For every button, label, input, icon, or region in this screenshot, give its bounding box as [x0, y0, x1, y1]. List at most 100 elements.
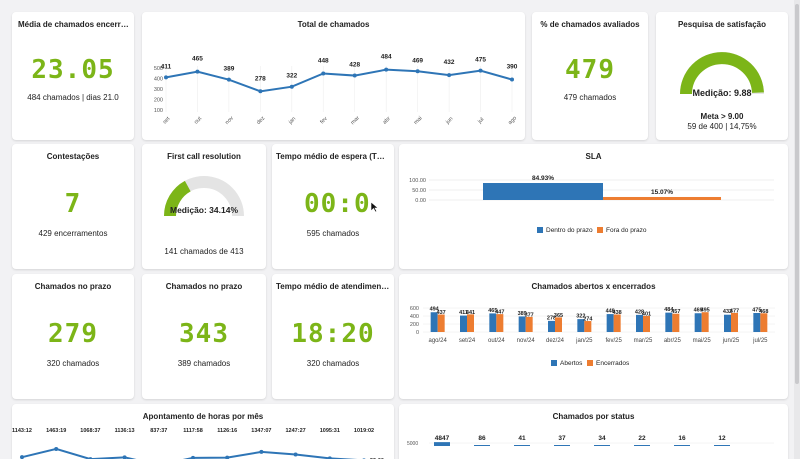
gauge-fill: [680, 52, 764, 95]
card-title: Chamados por status: [552, 412, 635, 421]
data-label: 441: [466, 310, 475, 316]
data-label: 16: [678, 435, 686, 442]
gauge-fill: [164, 180, 191, 217]
card-title: Contestações: [46, 152, 100, 161]
x-tick-label: abr: [382, 116, 392, 126]
data-label: 1347:07: [251, 428, 271, 434]
kpi-value: 479: [565, 55, 615, 85]
scrollbar-thumb[interactable]: [795, 4, 799, 384]
x-tick-label: mai: [413, 115, 424, 126]
card-first-call-resolution[interactable]: First call resolution Medição: 34.14% 14…: [142, 144, 266, 269]
data-label: 465: [192, 56, 203, 63]
y-tick-label: 0.00: [415, 198, 426, 204]
data-point: [384, 67, 389, 72]
x-tick-label: mar/25: [634, 338, 653, 344]
data-label: 1136:13: [115, 428, 135, 434]
kpi-subtitle: 595 chamados: [306, 229, 360, 238]
legend-swatch: [537, 227, 543, 233]
data-label: 377: [525, 312, 534, 318]
x-tick-label: mar: [350, 115, 361, 126]
bar: [434, 442, 450, 446]
card-media-chamados[interactable]: Média de chamados encerrados p... 23.05 …: [12, 12, 134, 140]
y-tick-label: 100.00: [409, 178, 426, 184]
data-label: 448: [318, 57, 329, 64]
data-label: 1068:37: [80, 428, 100, 434]
data-label: 278: [255, 75, 266, 82]
bar: [760, 313, 768, 332]
data-label: 86: [478, 435, 486, 442]
data-point: [415, 69, 420, 74]
data-label: 484: [381, 54, 392, 61]
card-tme[interactable]: Tempo médio de espera (TME) 00:0 595 cha…: [272, 144, 394, 269]
data-point: [258, 89, 263, 94]
card-apontamento-horas[interactable]: Apontamento de horas por mês 1143:12 1463…: [12, 404, 394, 459]
bar: [496, 314, 504, 332]
data-label: 447: [495, 310, 504, 316]
bar: [437, 314, 445, 332]
card-pesquisa-satisfacao[interactable]: Pesquisa de satisfação Medição: 9.88 Met…: [656, 12, 788, 140]
data-label: 477: [730, 308, 739, 314]
page-scrollbar[interactable]: [794, 0, 800, 459]
x-tick-label: abr/25: [664, 338, 682, 344]
card-sla[interactable]: SLA 100.00 50.00 0.00 84.93% 15.07% Dentro do…: [399, 144, 788, 269]
data-point: [225, 455, 230, 459]
y-tick-label: 200: [410, 322, 419, 328]
bar: [603, 196, 721, 200]
card-tma[interactable]: Tempo médio de atendimento (TMA) 18:20 3…: [272, 274, 394, 399]
x-tick-label: set/24: [459, 338, 476, 344]
data-label: 1117:58: [183, 428, 203, 434]
card-title: Apontamento de horas por mês: [142, 412, 264, 421]
legend-label: Abertos: [560, 360, 583, 367]
card-chamados-por-status[interactable]: Chamados por status 5000 4847 86 41 37 34 22 16…: [399, 404, 788, 459]
card-title: Pesquisa de satisfação: [677, 20, 767, 29]
bar: [731, 312, 738, 332]
bar: [460, 315, 467, 332]
data-label: 274: [583, 317, 593, 323]
x-tick-label: jan/25: [575, 338, 593, 344]
data-label: 438: [613, 310, 622, 316]
bar: [483, 183, 603, 200]
bar: [489, 313, 497, 332]
data-label: 15.07%: [651, 189, 673, 196]
meta-label: Meta > 9.00: [700, 112, 744, 121]
y-tick-label: 500: [154, 66, 163, 72]
bar: [430, 312, 438, 332]
card-chamados-no-prazo-2[interactable]: Chamados no prazo 343 389 chamados: [142, 274, 266, 399]
data-point: [259, 449, 264, 454]
kpi-value: 23.05: [31, 55, 115, 85]
x-tick-label: out/24: [488, 338, 505, 344]
bar: [665, 312, 673, 332]
bar: [594, 445, 610, 446]
bar: [724, 314, 731, 332]
data-label: 411: [161, 63, 172, 70]
card-title: Tempo médio de espera (TME): [276, 152, 392, 161]
data-label: 1463:19: [46, 428, 66, 434]
card-contestacoes[interactable]: Contestações 7 429 encerramentos: [12, 144, 134, 269]
kpi-subtitle: 141 chamados de 413: [164, 247, 244, 256]
card-chamados-no-prazo-1[interactable]: Chamados no prazo 279 320 chamados: [12, 274, 134, 399]
y-tick-label: 0: [416, 330, 419, 336]
card-abertos-encerrados[interactable]: Chamados abertos x encerrados 600 400 200 0…: [399, 274, 788, 399]
data-point: [321, 71, 326, 76]
legend-swatch: [587, 360, 593, 366]
data-label: 484: [664, 307, 674, 313]
card-total-chamados[interactable]: Total de chamados 500 400 300 200 100 set out n…: [142, 12, 525, 140]
y-tick-label: 5000: [407, 441, 418, 447]
bar: [753, 313, 761, 332]
card-pct-avaliados[interactable]: % de chamados avaliados 479 479 chamados: [532, 12, 648, 140]
bar: [555, 317, 562, 332]
y-tick-label: 600: [410, 306, 419, 312]
y-tick-label: 400: [410, 314, 419, 320]
data-label: 4847: [435, 435, 450, 442]
bar: [467, 314, 474, 332]
data-label: 837:37: [150, 428, 167, 434]
kpi-subtitle: 59 de 400 | 14,75%: [687, 122, 757, 131]
bar: [714, 445, 730, 446]
x-tick-label: jun: [444, 116, 454, 126]
x-tick-label: nov/24: [517, 338, 536, 344]
data-label: 41: [518, 435, 526, 442]
fcr-gauge: Medição: 34.14%: [164, 176, 244, 217]
data-label: 322: [576, 314, 585, 320]
x-tick-label: ago/24: [428, 338, 447, 344]
data-label: 34: [598, 435, 606, 442]
